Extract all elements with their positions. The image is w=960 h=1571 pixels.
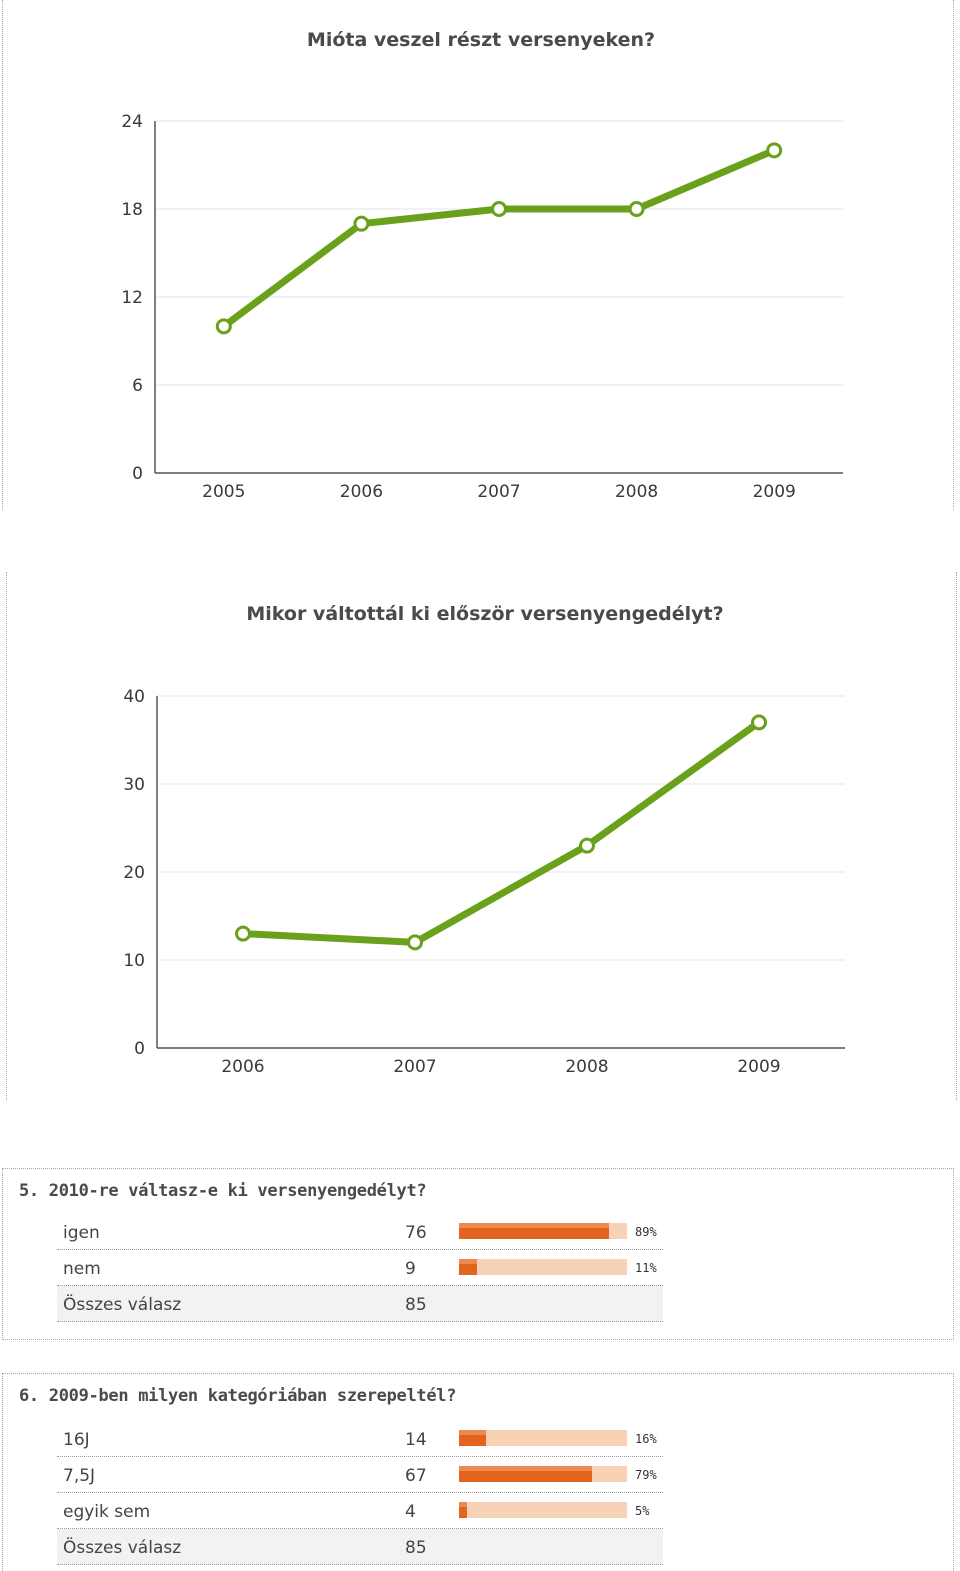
answer-count: 14 — [405, 1430, 427, 1450]
answer-label: nem — [63, 1259, 101, 1279]
answer-count: 67 — [405, 1466, 427, 1486]
y-tick-label: 10 — [123, 951, 145, 971]
answer-bar — [459, 1259, 627, 1275]
answer-bar-fill — [459, 1466, 592, 1482]
total-row: Összes válasz 85 — [57, 1529, 663, 1565]
y-tick-label: 40 — [123, 687, 145, 707]
answer-percent: 16% — [635, 1432, 657, 1446]
answer-row: nem 9 11% — [57, 1250, 663, 1286]
y-tick-label: 6 — [132, 376, 143, 396]
x-tick-label: 2009 — [737, 1057, 780, 1077]
answer-count: 76 — [405, 1223, 427, 1243]
answer-bar-fill — [459, 1430, 486, 1446]
chart-title: Mióta veszel részt versenyeken? — [307, 29, 655, 51]
question-panel-6: 6. 2009-ben milyen kategóriában szerepel… — [2, 1373, 954, 1571]
answer-label: igen — [63, 1223, 100, 1243]
question-title: 6. 2009-ben milyen kategóriában szerepel… — [19, 1386, 457, 1406]
total-row: Összes válasz 85 — [57, 1286, 663, 1322]
answer-table: igen 76 89% nem 9 11% Összes válasz 85 — [57, 1214, 663, 1322]
answer-row: egyik sem 4 5% — [57, 1493, 663, 1529]
y-tick-label: 18 — [121, 200, 143, 220]
data-point — [235, 925, 251, 942]
answer-count: 9 — [405, 1259, 416, 1279]
total-count: 85 — [405, 1538, 427, 1558]
chart-title: Mikor váltottál ki először versenyengedé… — [246, 603, 723, 625]
y-tick-label: 12 — [121, 288, 143, 308]
answer-count: 4 — [405, 1502, 416, 1522]
answer-bar-fill — [459, 1259, 478, 1275]
data-point — [751, 714, 767, 731]
answer-bar-fill — [459, 1502, 468, 1518]
answer-row: 7,5J 67 79% — [57, 1457, 663, 1493]
data-point — [766, 142, 783, 159]
series-line — [239, 718, 763, 946]
x-tick-label: 2008 — [615, 482, 658, 502]
answer-percent: 79% — [635, 1468, 657, 1482]
answer-label: 7,5J — [63, 1466, 96, 1486]
answer-label: 16J — [63, 1430, 90, 1450]
answer-bar — [459, 1430, 627, 1446]
y-tick-label: 20 — [123, 863, 145, 883]
data-point — [491, 201, 507, 217]
answer-percent: 5% — [635, 1504, 650, 1518]
answer-bar-fill — [459, 1223, 609, 1239]
x-tick-label: 2007 — [393, 1057, 436, 1077]
total-count: 85 — [405, 1295, 427, 1315]
x-tick-label: 2008 — [565, 1057, 608, 1077]
answer-row: 16J 14 16% — [57, 1421, 663, 1457]
answer-label: egyik sem — [63, 1502, 151, 1522]
x-tick-label: 2005 — [202, 482, 245, 502]
answer-table: 16J 14 16% 7,5J 67 79% egyik sem 4 5% Ös… — [57, 1421, 663, 1565]
answer-row: igen 76 89% — [57, 1214, 663, 1250]
answer-bar — [459, 1466, 627, 1482]
question-panel-5: 5. 2010-re váltasz-e ki versenyengedélyt… — [2, 1168, 954, 1340]
data-point — [579, 837, 595, 854]
data-point — [215, 318, 232, 335]
y-tick-label: 30 — [123, 775, 145, 795]
total-label: Összes válasz — [63, 1538, 182, 1558]
series-line — [220, 146, 778, 330]
line-chart-2: Mikor váltottál ki először versenyengedé… — [123, 603, 845, 1077]
answer-bar — [459, 1223, 627, 1239]
chart-panel-1: Mióta veszel részt versenyeken? 0 6 12 18 24… — [2, 0, 954, 510]
x-tick-label: 2009 — [753, 482, 796, 502]
question-title: 5. 2010-re váltasz-e ki versenyengedélyt… — [19, 1181, 427, 1201]
data-point — [407, 934, 423, 951]
y-tick-label: 0 — [134, 1039, 145, 1059]
data-point — [353, 215, 370, 232]
total-label: Összes válasz — [63, 1295, 182, 1315]
y-tick-label: 0 — [132, 464, 143, 484]
answer-percent: 89% — [635, 1225, 657, 1239]
answer-percent: 11% — [635, 1261, 657, 1275]
chart-panel-2: Mikor váltottál ki először versenyengedé… — [6, 572, 957, 1100]
y-tick-label: 24 — [121, 112, 143, 132]
answer-bar — [459, 1502, 627, 1518]
x-tick-label: 2006 — [221, 1057, 264, 1077]
line-chart-1: Mióta veszel részt versenyeken? 0 6 12 18 24… — [121, 29, 843, 502]
x-tick-label: 2007 — [477, 482, 520, 502]
x-tick-label: 2006 — [340, 482, 383, 502]
data-point — [628, 201, 645, 217]
